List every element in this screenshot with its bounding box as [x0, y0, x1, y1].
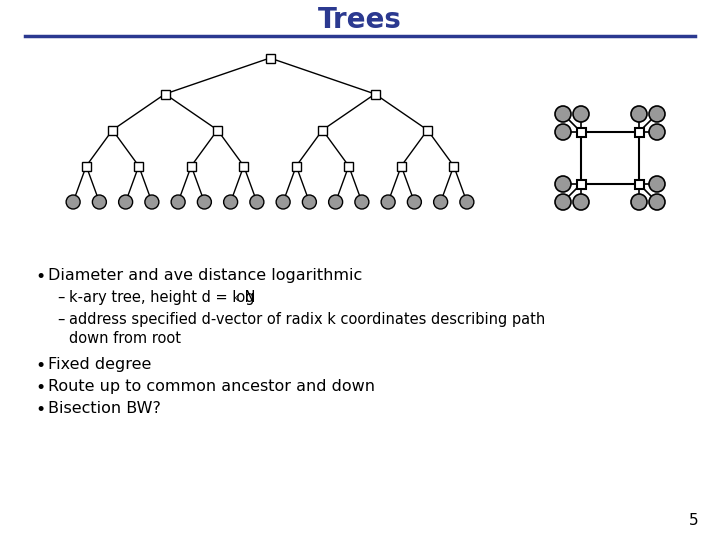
Circle shape	[649, 106, 665, 122]
Text: Route up to common ancestor and down: Route up to common ancestor and down	[48, 379, 375, 394]
Text: •: •	[35, 379, 45, 397]
Bar	[634, 127, 644, 137]
Circle shape	[555, 124, 571, 140]
Circle shape	[573, 194, 589, 210]
Text: Fixed degree: Fixed degree	[48, 357, 151, 372]
Circle shape	[66, 195, 80, 209]
Circle shape	[328, 195, 343, 209]
Circle shape	[555, 176, 571, 192]
Circle shape	[171, 195, 185, 209]
Circle shape	[302, 195, 316, 209]
Text: Trees: Trees	[318, 6, 402, 34]
Circle shape	[408, 195, 421, 209]
Circle shape	[649, 194, 665, 210]
Text: down from root: down from root	[69, 331, 181, 346]
Circle shape	[119, 195, 132, 209]
Circle shape	[197, 195, 212, 209]
Circle shape	[224, 195, 238, 209]
Text: k-ary tree, height d = log: k-ary tree, height d = log	[69, 290, 254, 305]
Circle shape	[145, 195, 159, 209]
Bar	[397, 161, 406, 171]
Bar	[239, 161, 248, 171]
Text: –: –	[57, 312, 64, 327]
Bar	[108, 125, 117, 134]
Circle shape	[381, 195, 395, 209]
Circle shape	[555, 194, 571, 210]
Text: k: k	[233, 293, 239, 303]
Text: –: –	[57, 290, 64, 305]
Bar	[344, 161, 354, 171]
Circle shape	[276, 195, 290, 209]
Bar	[292, 161, 301, 171]
Circle shape	[649, 176, 665, 192]
Circle shape	[92, 195, 107, 209]
Circle shape	[555, 106, 571, 122]
Bar	[577, 127, 585, 137]
Bar	[634, 179, 644, 188]
Circle shape	[433, 195, 448, 209]
Text: address specified d-vector of radix k coordinates describing path: address specified d-vector of radix k co…	[69, 312, 545, 327]
Bar	[266, 53, 274, 63]
Bar	[371, 90, 379, 98]
Bar	[82, 161, 91, 171]
Bar	[134, 161, 143, 171]
Text: Diameter and ave distance logarithmic: Diameter and ave distance logarithmic	[48, 268, 362, 283]
Text: •: •	[35, 357, 45, 375]
Text: •: •	[35, 268, 45, 286]
Bar	[577, 179, 585, 188]
Bar	[213, 125, 222, 134]
Text: •: •	[35, 401, 45, 419]
Circle shape	[631, 106, 647, 122]
Circle shape	[250, 195, 264, 209]
Text: 5: 5	[688, 513, 698, 528]
Text: Bisection BW?: Bisection BW?	[48, 401, 161, 416]
Bar	[186, 161, 196, 171]
Circle shape	[631, 194, 647, 210]
Bar	[423, 125, 432, 134]
Circle shape	[649, 124, 665, 140]
Bar	[161, 90, 169, 98]
Bar	[318, 125, 327, 134]
Circle shape	[460, 195, 474, 209]
Bar	[449, 161, 458, 171]
Circle shape	[355, 195, 369, 209]
Text: N: N	[240, 290, 256, 305]
Circle shape	[573, 106, 589, 122]
